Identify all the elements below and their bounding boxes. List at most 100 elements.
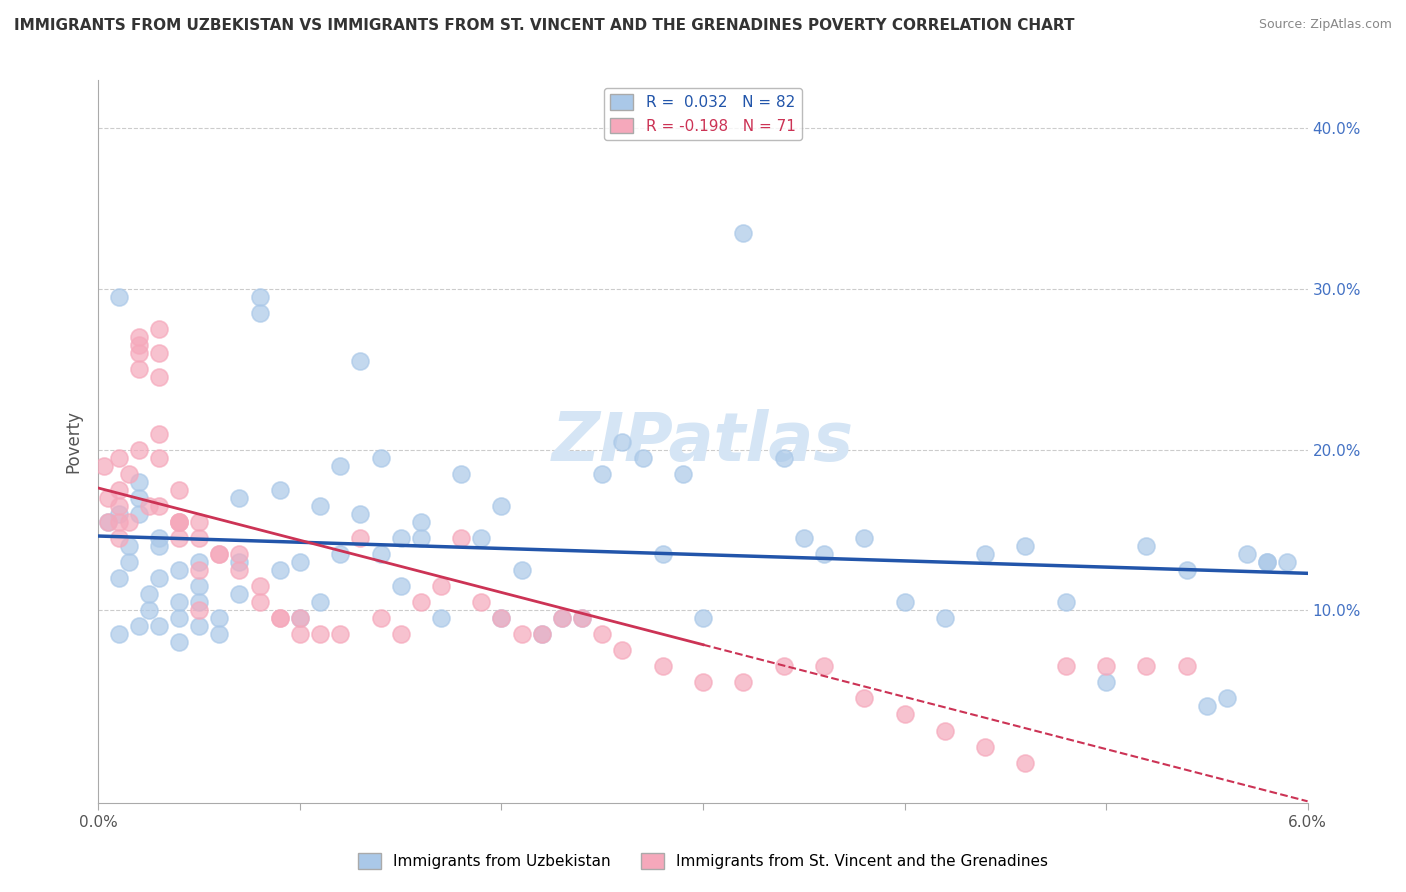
Point <box>288 555 311 569</box>
Point <box>370 611 392 625</box>
Point <box>430 579 453 593</box>
Point <box>208 627 231 641</box>
Point <box>389 627 412 641</box>
Point <box>288 627 311 641</box>
Point <box>228 587 250 601</box>
Point <box>329 547 352 561</box>
Point <box>1014 539 1036 553</box>
Point <box>772 450 794 465</box>
Point <box>430 611 453 625</box>
Point <box>288 611 311 625</box>
Point <box>128 338 150 352</box>
Point <box>530 627 553 641</box>
Point <box>148 322 170 336</box>
Point <box>128 491 150 505</box>
Point <box>309 499 332 513</box>
Point <box>853 691 876 706</box>
Point <box>1195 699 1218 714</box>
Point <box>128 442 150 457</box>
Point <box>148 531 170 545</box>
Point <box>148 426 170 441</box>
Point <box>409 515 432 529</box>
Point <box>138 603 160 617</box>
Point <box>93 458 115 473</box>
Point <box>612 434 634 449</box>
Point <box>692 675 714 690</box>
Point <box>249 579 271 593</box>
Point <box>167 515 190 529</box>
Point <box>269 611 291 625</box>
Point <box>571 611 593 625</box>
Point <box>450 467 472 481</box>
Point <box>491 611 513 625</box>
Point <box>118 467 141 481</box>
Point <box>491 499 513 513</box>
Point <box>128 346 150 360</box>
Point <box>470 531 492 545</box>
Point <box>934 723 956 738</box>
Point <box>188 579 211 593</box>
Point <box>389 579 412 593</box>
Point <box>228 555 250 569</box>
Point <box>672 467 695 481</box>
Point <box>128 330 150 344</box>
Point <box>631 450 654 465</box>
Text: Source: ZipAtlas.com: Source: ZipAtlas.com <box>1258 18 1392 31</box>
Point <box>450 531 472 545</box>
Point <box>1095 659 1118 673</box>
Point <box>370 450 392 465</box>
Point <box>551 611 574 625</box>
Point <box>974 739 997 754</box>
Point <box>974 547 997 561</box>
Point <box>1236 547 1258 561</box>
Point <box>107 483 129 497</box>
Point <box>148 539 170 553</box>
Point <box>228 491 250 505</box>
Point <box>148 346 170 360</box>
Point <box>148 619 170 633</box>
Point <box>228 563 250 577</box>
Point <box>269 483 291 497</box>
Point <box>167 563 190 577</box>
Point <box>1256 555 1278 569</box>
Point <box>228 547 250 561</box>
Point <box>1054 595 1077 609</box>
Point <box>329 627 352 641</box>
Point <box>188 515 211 529</box>
Legend: R =  0.032   N = 82, R = -0.198   N = 71: R = 0.032 N = 82, R = -0.198 N = 71 <box>605 88 801 140</box>
Point <box>148 450 170 465</box>
Point <box>1054 659 1077 673</box>
Point <box>288 611 311 625</box>
Y-axis label: Poverty: Poverty <box>65 410 83 473</box>
Point <box>249 595 271 609</box>
Point <box>107 507 129 521</box>
Point <box>893 707 915 722</box>
Point <box>107 450 129 465</box>
Point <box>188 531 211 545</box>
Point <box>733 675 755 690</box>
Point <box>1175 563 1198 577</box>
Point <box>934 611 956 625</box>
Point <box>107 571 129 585</box>
Point <box>167 595 190 609</box>
Point <box>389 531 412 545</box>
Point <box>97 491 120 505</box>
Point <box>188 555 211 569</box>
Point <box>167 515 190 529</box>
Point <box>249 306 271 320</box>
Point <box>510 563 533 577</box>
Point <box>591 627 613 641</box>
Point <box>1277 555 1299 569</box>
Point <box>138 499 160 513</box>
Point <box>651 659 673 673</box>
Point <box>1014 756 1036 770</box>
Point <box>188 619 211 633</box>
Point <box>208 611 231 625</box>
Point <box>188 603 211 617</box>
Point <box>128 507 150 521</box>
Point <box>167 635 190 649</box>
Point <box>167 611 190 625</box>
Point <box>813 547 835 561</box>
Point <box>118 539 141 553</box>
Point <box>409 531 432 545</box>
